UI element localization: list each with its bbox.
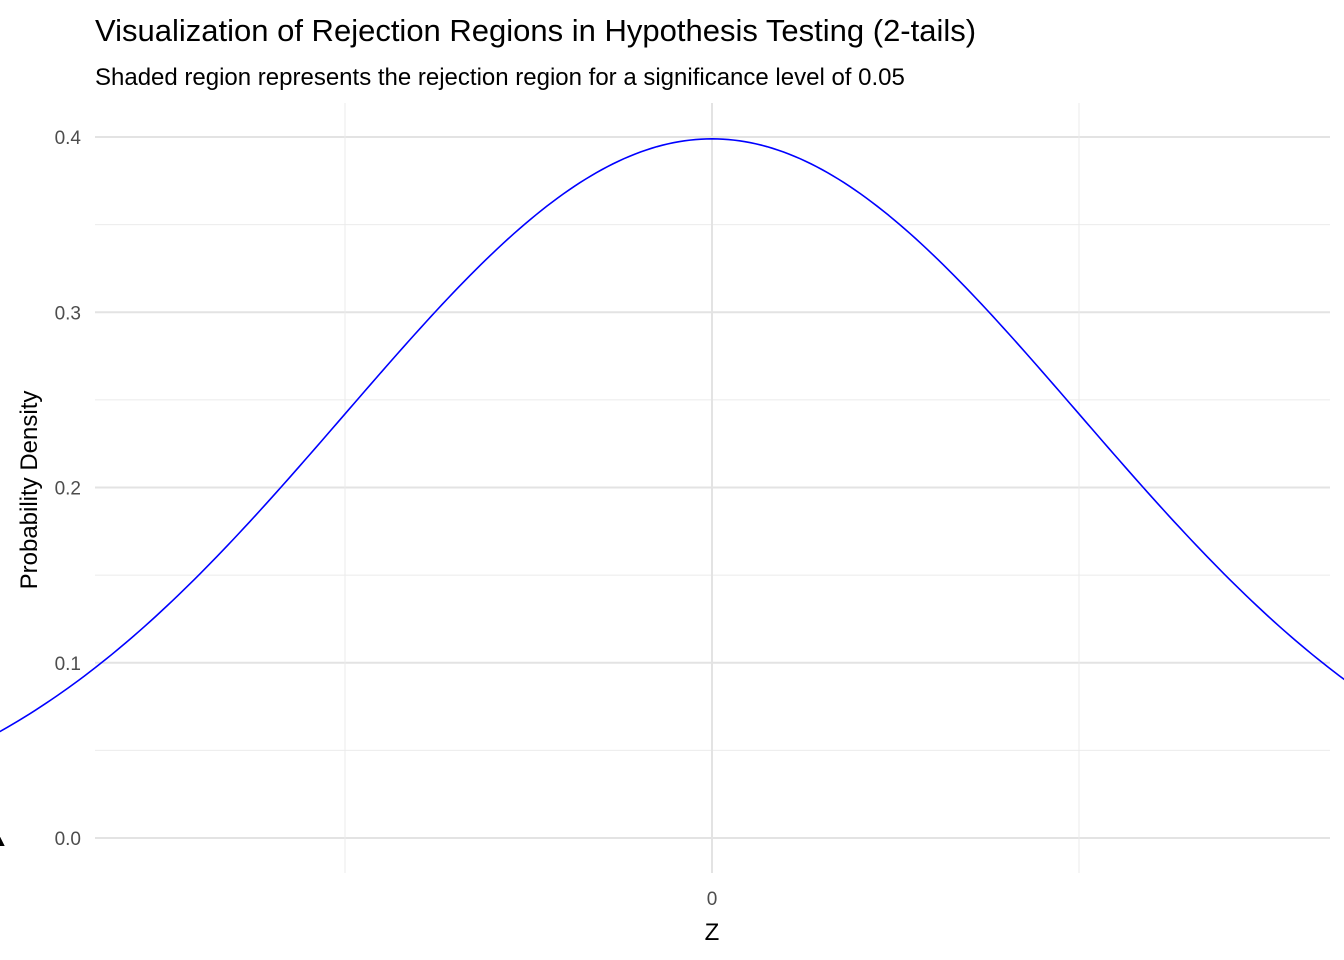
density-curve-layer [0,138,1344,733]
left-critical-marker [0,836,5,846]
annotations: Rejection, left tailRejection, right tai… [0,705,1344,735]
y-tick-label: 0.0 [55,829,81,850]
rejection-regions [0,736,1344,838]
chart-subtitle: Shaded region represents the rejection r… [95,64,905,91]
y-tick-label: 0.1 [55,654,81,675]
y-tick-label: 0.3 [55,303,81,324]
y-axis-title: Probability Density [16,391,43,590]
density-curve [0,138,1344,733]
x-axis-title: Z [705,919,720,946]
critical-value-markers [0,836,5,846]
y-tick-label: 0.4 [55,128,82,149]
tick-labels: 0.00.10.20.30.4-202 [55,128,718,910]
grid-lines [95,103,1330,873]
x-tick-label: 0 [707,889,718,910]
y-tick-label: 0.2 [55,479,81,500]
chart-title: Visualization of Rejection Regions in Hy… [95,13,976,48]
